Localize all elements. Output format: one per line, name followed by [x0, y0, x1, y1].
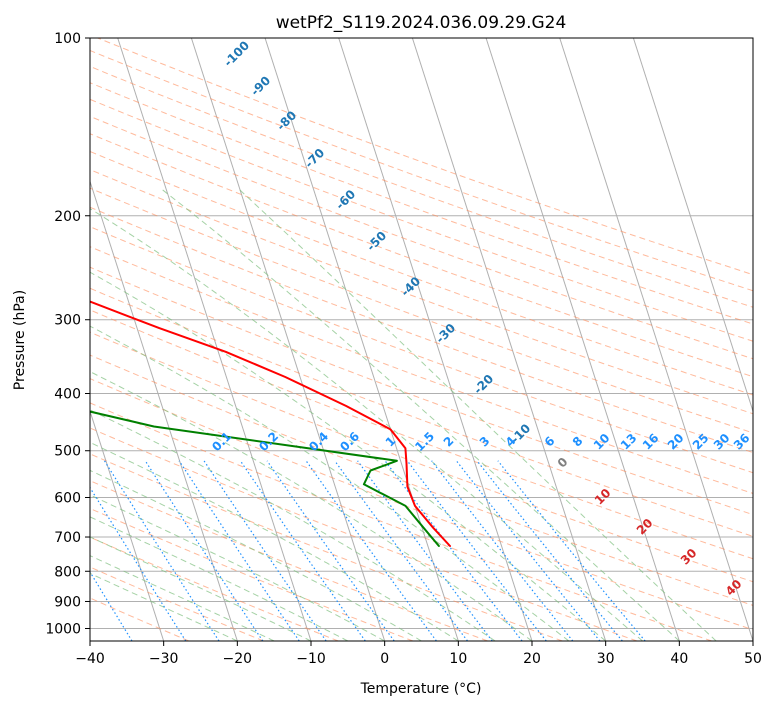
- dry-adiabat-line: [90, 266, 753, 516]
- dry-adiabat-line: [90, 98, 753, 342]
- y-tick-label: 600: [54, 490, 81, 506]
- isotherm-gridline: [485, 38, 680, 641]
- moist-adiabat-line: [238, 188, 717, 641]
- mixing-ratio-line: [334, 460, 468, 641]
- dry-adiabat-line: [90, 187, 753, 434]
- moist-adiabat-line: [90, 371, 533, 641]
- temperature-profile-line: [90, 300, 451, 547]
- dry-adiabat-line: [90, 453, 563, 641]
- dry-adiabat-line: [90, 65, 753, 308]
- dry-adiabat-line: [90, 206, 753, 454]
- y-tick-label: 1000: [45, 621, 81, 637]
- moist-adiabat-line: [90, 271, 607, 641]
- dry-adiabat-line: [90, 331, 753, 583]
- y-tick-label: 200: [54, 209, 81, 225]
- x-tick-label: −20: [223, 651, 253, 667]
- dry-adiabat-line: [97, 38, 753, 276]
- y-tick-label: 900: [54, 594, 81, 610]
- mixing-ratio-line: [90, 486, 187, 641]
- y-tick-label: 700: [54, 530, 81, 546]
- mixing-ratio-line: [384, 460, 523, 641]
- isotherm-gridline: [90, 179, 238, 641]
- isotherm-gridline: [338, 38, 533, 641]
- mixing-ratio-line: [431, 460, 574, 641]
- isotherm-gridline: [411, 38, 607, 641]
- isotherm-gridline: [190, 38, 386, 641]
- x-tick-label: 40: [670, 651, 688, 667]
- y-tick-label: 800: [54, 564, 81, 580]
- isotherm-gridline: [559, 38, 753, 641]
- dry-adiabat-line: [90, 354, 753, 606]
- dry-adiabat-line: [90, 226, 753, 474]
- dry-adiabat-line: [90, 287, 753, 537]
- moist-adiabat-line: [90, 325, 570, 641]
- mixing-ratio-line: [203, 460, 327, 641]
- mixing-ratio-line: [357, 460, 493, 641]
- dewpoint-profile-line: [90, 410, 440, 547]
- x-tick-label: −30: [149, 651, 179, 667]
- chart-title: wetPf2_S119.2024.036.09.29.G24: [276, 13, 567, 33]
- x-tick-label: 0: [380, 651, 389, 667]
- mixing-ratio-line: [497, 460, 646, 641]
- isotherm-gridline: [632, 38, 753, 413]
- x-tick-label: 30: [597, 651, 615, 667]
- moist-adiabat-line: [90, 441, 459, 641]
- x-tick-label: −10: [296, 651, 326, 667]
- dry-adiabat-line: [90, 427, 638, 641]
- moist-adiabat-line: [160, 188, 680, 641]
- x-tick-label: 50: [744, 651, 762, 667]
- mixing-ratio-line: [178, 460, 300, 641]
- dry-adiabat-line: [90, 49, 753, 292]
- dry-adiabat-line: [90, 150, 753, 396]
- mixing-ratio-line: [476, 460, 623, 641]
- moist-adiabat-line: [90, 494, 385, 641]
- moist-adiabat-line: [90, 208, 643, 641]
- dry-adiabat-line: [90, 309, 753, 560]
- mixing-ratio-line: [144, 460, 264, 641]
- plot-frame: [89, 37, 754, 642]
- y-tick-label: 500: [54, 444, 81, 460]
- x-axis-label: Temperature (°C): [360, 681, 482, 697]
- dry-adiabat-line: [90, 169, 753, 415]
- moist-adiabat-line: [90, 469, 422, 641]
- mixing-ratio-line: [305, 460, 437, 641]
- x-tick-label: −40: [75, 651, 105, 667]
- mixing-ratio-line: [103, 460, 220, 641]
- dry-adiabat-line: [90, 115, 753, 360]
- x-tick-label: 20: [523, 651, 541, 667]
- moist-adiabat-line: [90, 572, 238, 641]
- isotherm-gridline: [264, 38, 459, 641]
- y-tick-label: 100: [54, 31, 81, 47]
- mixing-ratio-line: [455, 460, 601, 641]
- y-axis-label: Pressure (hPa): [12, 290, 28, 390]
- moist-adiabat-line: [90, 516, 349, 641]
- isotherm-gridline: [90, 409, 165, 641]
- dry-adiabat-line: [90, 378, 753, 631]
- dry-adiabat-line: [90, 82, 753, 325]
- moist-adiabat-line: [90, 409, 496, 641]
- dry-adiabat-line: [90, 246, 753, 494]
- dry-adiabat-line: [90, 133, 753, 378]
- y-tick-label: 400: [54, 387, 81, 403]
- mixing-ratio-line: [406, 460, 547, 641]
- x-tick-label: 10: [449, 651, 467, 667]
- y-tick-label: 300: [54, 313, 81, 329]
